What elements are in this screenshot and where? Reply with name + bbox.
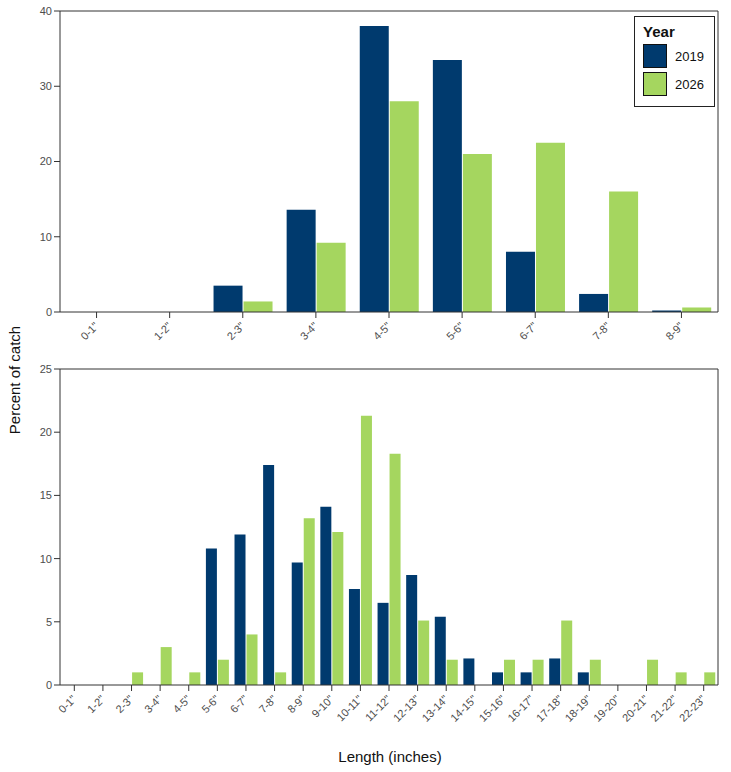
svg-text:5: 5 [46,616,52,628]
svg-text:10: 10 [40,231,52,243]
svg-text:2-3": 2-3" [225,320,248,343]
svg-text:17-18": 17-18" [534,693,565,724]
svg-text:6-7": 6-7" [517,320,540,343]
svg-text:8-9": 8-9" [663,320,686,343]
svg-text:15: 15 [40,489,52,501]
svg-text:4-5": 4-5" [170,693,193,716]
html-text:2019: 2019 [675,48,704,64]
svg-text:5-6": 5-6" [444,320,467,343]
html-text:2026: 2026 [675,76,704,92]
svg-text:13-14": 13-14" [419,693,450,724]
svg-text:21-22": 21-22" [648,693,679,724]
svg-text:0-1": 0-1" [56,693,79,716]
svg-text:Length (inches): Length (inches) [338,748,441,765]
svg-text:1-2": 1-2" [151,320,174,343]
svg-text:6-7": 6-7" [228,693,251,716]
svg-text:18-19": 18-19" [562,693,593,724]
svg-text:19-20": 19-20" [591,693,622,724]
svg-text:0: 0 [46,679,52,691]
svg-text:3-4": 3-4" [298,320,321,343]
svg-text:15-16": 15-16" [477,693,508,724]
svg-text:25: 25 [40,363,52,375]
svg-text:7-8": 7-8" [256,693,279,716]
svg-text:16-17": 16-17" [505,693,536,724]
svg-text:20-21": 20-21" [620,693,651,724]
svg-text:14-15": 14-15" [448,693,479,724]
svg-text:8-9": 8-9" [285,693,308,716]
svg-text:2-3": 2-3" [113,693,136,716]
svg-text:40: 40 [40,5,52,17]
svg-text:12-13": 12-13" [391,693,422,724]
svg-text:0: 0 [46,306,52,318]
svg-text:4-5": 4-5" [371,320,394,343]
svg-text:20: 20 [40,155,52,167]
svg-text:0-1": 0-1" [78,320,101,343]
svg-text:30: 30 [40,80,52,92]
svg-text:20: 20 [40,426,52,438]
svg-text:9-10": 9-10" [309,693,336,720]
svg-text:7-8": 7-8" [590,320,613,343]
svg-text:11-12": 11-12" [363,693,394,724]
svg-text:5-6": 5-6" [199,693,222,716]
svg-text:10-11": 10-11" [334,693,365,724]
svg-text:Percent of catch: Percent of catch [6,326,23,434]
svg-text:10: 10 [40,553,52,565]
html-text:Year: Year [643,23,675,40]
svg-text:1-2": 1-2" [85,693,108,716]
svg-text:3-4": 3-4" [142,693,165,716]
svg-text:22-23": 22-23" [677,693,708,724]
